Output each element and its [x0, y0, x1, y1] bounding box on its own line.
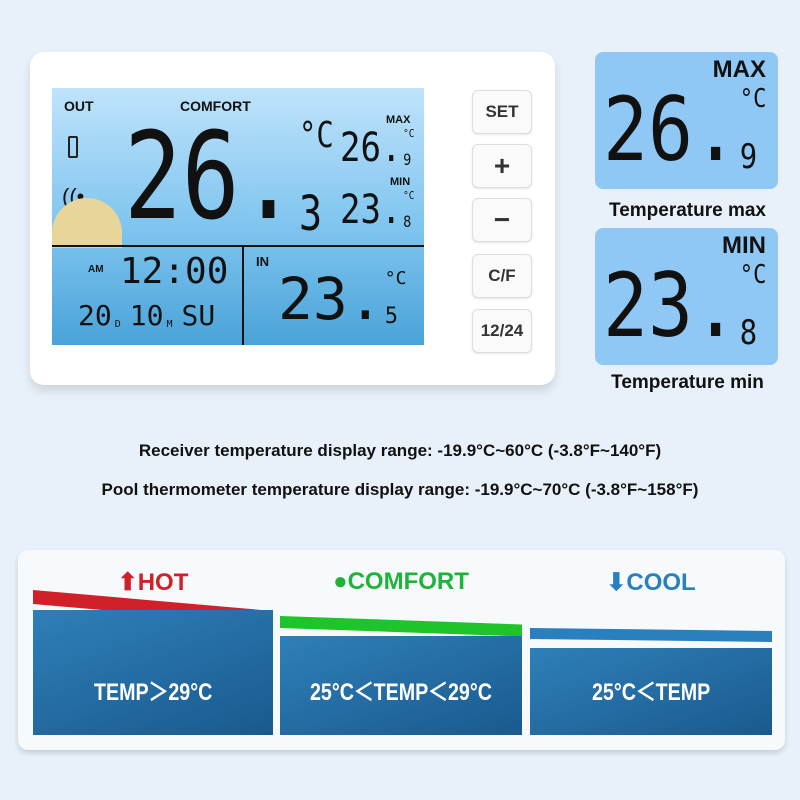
hot-zone: TEMP＞29°C: [33, 610, 273, 735]
date-day: 20: [78, 299, 112, 332]
comfort-heading: ●COMFORT: [333, 568, 469, 595]
main-unit: °C: [299, 115, 334, 156]
max-decimal: 9: [403, 150, 412, 169]
main-temp-group: 26. °C 3: [124, 108, 334, 247]
main-temp-decimal: 3: [299, 186, 323, 242]
arrow-down-icon: ⬇: [606, 569, 627, 596]
minus-button[interactable]: −: [472, 198, 532, 242]
date-month: 10: [129, 299, 164, 332]
comfort-zone: 25°C＜TEMP＜29°C: [280, 636, 522, 735]
min-panel-temp: 23.: [603, 254, 739, 357]
12-24-toggle-button[interactable]: 12/24: [472, 309, 532, 353]
plus-button[interactable]: +: [472, 144, 532, 188]
date-group: 20 D 10 M SU: [78, 302, 215, 330]
cf-toggle-button[interactable]: C/F: [472, 254, 532, 298]
pool-range-text: Pool thermometer temperature display ran…: [101, 480, 699, 499]
set-button[interactable]: SET: [472, 90, 532, 134]
day-marker: D: [114, 319, 121, 330]
min-decimal: 8: [403, 212, 412, 231]
clock-time: 12:00: [120, 251, 229, 292]
max-label: MAX: [386, 114, 411, 126]
cool-bar: [530, 628, 772, 642]
out-label: OUT: [64, 98, 94, 114]
min-label: MIN: [390, 176, 411, 188]
max-caption: Temperature max: [609, 200, 766, 221]
min-panel-decimal: 8: [739, 313, 758, 353]
max-panel-group: 26. °C 9: [603, 78, 767, 181]
max-panel-unit: °C: [739, 84, 767, 114]
in-temp-group: 23. °C 5: [278, 265, 407, 333]
min-unit: °C: [403, 189, 415, 202]
divider: [242, 245, 244, 345]
battery-icon: [68, 136, 78, 158]
hot-heading: ⬆HOT: [117, 569, 189, 596]
in-decimal: 5: [384, 304, 399, 329]
lcd-screen: OUT COMFORT ((• 26. °C 3 MAX 26. °C 9 MI…: [52, 88, 424, 345]
min-temp: 23.: [340, 187, 402, 233]
main-temp: 26.: [124, 108, 298, 247]
cool-range: 25°C＜TEMP: [591, 679, 711, 706]
thermometer-device: OUT COMFORT ((• 26. °C 3 MAX 26. °C 9 MI…: [30, 52, 555, 385]
comfort-label: COMFORT: [180, 98, 251, 114]
comfort-zones-card: ⬆HOT ●COMFORT ⬇COOL TEMP＞29°C 25°C＜TEMP＜…: [18, 550, 785, 750]
weekday: SU: [181, 299, 216, 332]
max-temp-group: 26. °C 9: [340, 128, 414, 168]
min-panel: MIN 23. °C 8: [595, 228, 778, 365]
dot-icon: ●: [333, 568, 348, 595]
min-caption: Temperature min: [611, 372, 764, 393]
max-panel-temp: 26.: [603, 78, 739, 181]
cool-zone: 25°C＜TEMP: [530, 648, 772, 735]
max-panel-label: MAX: [712, 56, 766, 83]
in-label: IN: [256, 254, 269, 269]
max-panel-decimal: 9: [739, 137, 758, 177]
max-panel: MAX 26. °C 9: [595, 52, 778, 189]
month-marker: M: [166, 319, 173, 330]
in-temp: 23.: [278, 265, 383, 333]
beach-illustration: [52, 198, 122, 248]
comfort-range: 25°C＜TEMP＜29°C: [310, 679, 492, 706]
arrow-up-icon: ⬆: [117, 569, 138, 596]
min-panel-label: MIN: [722, 232, 766, 259]
cool-heading: ⬇COOL: [606, 569, 696, 596]
max-temp: 26.: [340, 125, 402, 171]
comfort-bar: [280, 616, 522, 637]
receiver-range-text: Receiver temperature display range: -19.…: [138, 441, 662, 460]
in-unit: °C: [384, 268, 407, 289]
max-unit: °C: [403, 127, 415, 140]
min-panel-unit: °C: [739, 260, 767, 290]
divider: [52, 245, 424, 247]
hot-range: TEMP＞29°C: [93, 679, 213, 706]
min-panel-group: 23. °C 8: [603, 254, 767, 357]
am-label: AM: [88, 264, 104, 275]
min-temp-group: 23. °C 8: [340, 190, 414, 230]
